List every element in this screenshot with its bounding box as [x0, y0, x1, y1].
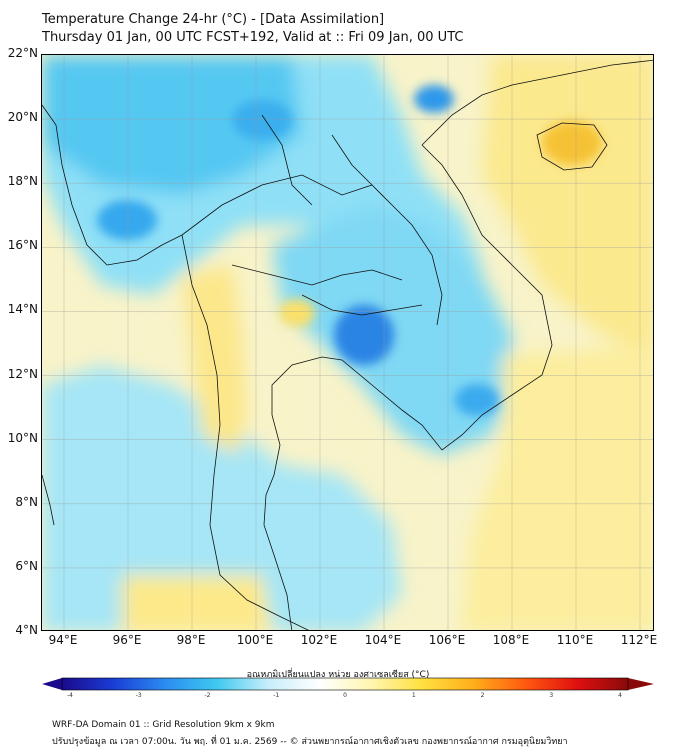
colorbar-border [61, 677, 629, 691]
lon-label: 94°E [48, 633, 78, 647]
temperature-field-map [42, 55, 653, 630]
colorbar-label: อุณหภูมิเปลี่ยนแปลง หน่วย องศาเซลเซียส (… [246, 670, 430, 680]
boundaries [42, 59, 653, 630]
colorbar-tick: 0 [343, 692, 347, 699]
andaman-islands [42, 474, 55, 526]
footer-credits: ปรับปรุงข้อมูล ณ เวลา 07:00น. วัน พฤ. ที… [52, 737, 568, 747]
colorbar-tick: -4 [67, 692, 73, 699]
lon-label: 98°E [176, 633, 206, 647]
lon-label: 100°E [236, 633, 274, 647]
lat-label: 12°N [7, 366, 38, 381]
inland-border-3 [301, 294, 423, 316]
south-china-coast [421, 59, 653, 146]
warm-band-myanmar [182, 265, 247, 455]
lon-label: 106°E [428, 633, 466, 647]
cool-core-1 [97, 200, 157, 240]
chart-subtitle: Thursday 01 Jan, 00 UTC FCST+192, Valid … [42, 30, 464, 45]
lat-label: 4°N [15, 623, 38, 637]
lat-label: 8°N [15, 494, 38, 509]
graticule [42, 55, 653, 630]
strong-cooling-north [42, 55, 302, 195]
lon-label: 110°E [556, 633, 594, 647]
warm-region-southeast [462, 345, 653, 630]
intense-anomalies [97, 85, 602, 416]
cool-core-5 [455, 384, 499, 416]
warm-region-northeast [482, 55, 653, 355]
west-peninsula-coast [181, 234, 309, 630]
lat-label: 16°N [7, 238, 38, 253]
lat-label: 6°N [15, 558, 38, 573]
cool-core-2 [232, 100, 292, 140]
lat-label: 18°N [7, 174, 38, 189]
inland-border-2 [231, 264, 403, 286]
inland-border-5 [331, 134, 373, 186]
warm-core-bangkok [279, 299, 315, 327]
indochina-coast [341, 144, 553, 451]
lon-label: 112°E [620, 633, 658, 647]
inland-border-4 [261, 114, 313, 206]
lon-label: 108°E [492, 633, 530, 647]
colorbar-tick: -1 [273, 692, 280, 699]
lat-label: 10°N [7, 430, 38, 445]
colorbar-tick: 2 [480, 692, 485, 699]
lat-label: 14°N [7, 302, 38, 317]
map-panel [41, 54, 654, 631]
warm-region-southwest [122, 575, 272, 630]
gulf-west-coast [263, 356, 343, 630]
colorbar-tick: 1 [411, 692, 416, 699]
colorbar-tick: 3 [549, 692, 554, 699]
colorbar [42, 677, 654, 691]
chart-title: Temperature Change 24-hr (°C) - [Data As… [42, 12, 385, 27]
colorbar-gradient [62, 678, 628, 690]
lon-label: 104°E [364, 633, 402, 647]
lon-label: 102°E [300, 633, 338, 647]
cool-core-4 [334, 305, 394, 365]
cooling-region-south [42, 365, 402, 630]
colorbar-max-arrow [628, 678, 654, 690]
lon-label: 96°E [112, 633, 142, 647]
myanmar-coast [42, 104, 183, 266]
colorbar-min-arrow [42, 678, 62, 690]
lat-label: 20°N [7, 110, 38, 125]
footer-model-info: WRF-DA Domain 01 :: Grid Resolution 9km … [52, 720, 275, 730]
colorbar-tick: -2 [204, 692, 211, 699]
colorbar-tick: 4 [618, 692, 622, 699]
lat-label: 22°N [7, 46, 38, 60]
colorbar-tick: -3 [135, 692, 142, 699]
warm-core-hainan [542, 121, 602, 165]
cool-core-3 [414, 85, 454, 113]
hainan-island [536, 122, 608, 171]
